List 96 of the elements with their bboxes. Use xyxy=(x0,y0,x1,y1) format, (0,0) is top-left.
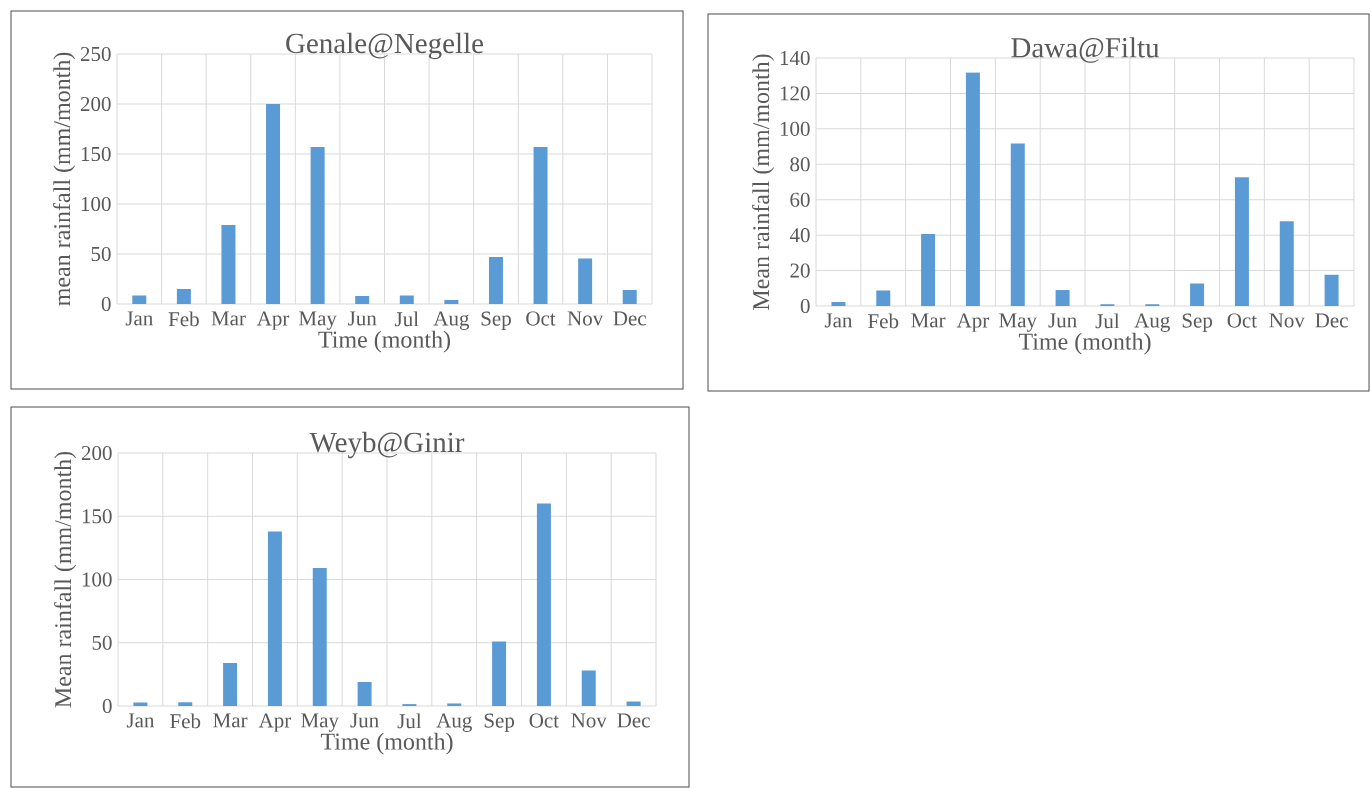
x-tick-label: Mar xyxy=(911,313,946,328)
bar xyxy=(1234,177,1249,306)
x-tick-label: Jun xyxy=(348,311,377,326)
bar xyxy=(622,290,637,304)
bar xyxy=(444,300,459,304)
bar xyxy=(1055,290,1070,306)
y-tick-label: 200 xyxy=(81,445,112,461)
x-axis-title: Time (month) xyxy=(320,732,453,755)
bar xyxy=(1324,274,1339,306)
x-tick-label: Nov xyxy=(567,311,604,326)
y-axis-title: mean rainfall (mm/month) xyxy=(53,52,76,306)
bar xyxy=(921,233,936,306)
y-tick-label: 50 xyxy=(92,635,112,650)
y-tick-label: 150 xyxy=(82,509,112,524)
y-tick-label: 0 xyxy=(101,296,111,312)
bar xyxy=(488,257,503,304)
x-tick-label: May xyxy=(301,713,339,732)
x-tick-label: Feb xyxy=(868,313,899,329)
x-tick-label: May xyxy=(999,313,1037,332)
chart-title: Genale@Negelle xyxy=(286,32,484,60)
x-tick-label: Jul xyxy=(397,713,422,729)
bar xyxy=(310,147,325,304)
x-tick-label: Feb xyxy=(168,311,199,327)
bar xyxy=(176,289,191,304)
y-tick-label: 140 xyxy=(780,50,810,66)
bar xyxy=(492,641,507,706)
bar xyxy=(626,701,641,706)
bar xyxy=(357,681,372,706)
bar xyxy=(399,295,414,304)
x-tick-label: May xyxy=(298,311,337,330)
x-tick-label: Jan xyxy=(125,311,153,326)
x-tick-label: Nov xyxy=(1269,313,1305,328)
x-tick-label: Mar xyxy=(213,713,248,728)
bar xyxy=(223,662,238,706)
y-tick-label: 80 xyxy=(790,157,810,172)
x-tick-label: Aug xyxy=(433,311,470,330)
chart-title: Dawa@Filtu xyxy=(1011,37,1160,63)
y-tick-label: 0 xyxy=(102,698,112,714)
bar xyxy=(578,258,593,304)
x-tick-label: Dec xyxy=(617,713,650,728)
y-tick-label: 0 xyxy=(800,298,810,314)
x-tick-label: Dec xyxy=(613,311,646,326)
x-tick-label: Apr xyxy=(256,311,290,330)
bar xyxy=(1010,143,1025,306)
x-tick-label: Oct xyxy=(1227,313,1257,328)
x-tick-label: Apr xyxy=(258,713,292,732)
bar xyxy=(876,290,891,306)
y-tick-label: 200 xyxy=(80,96,111,112)
bar xyxy=(1190,283,1205,306)
x-axis-title: Time (month) xyxy=(318,330,451,353)
y-tick-label: 40 xyxy=(789,228,810,243)
y-tick-label: 100 xyxy=(780,121,810,136)
x-tick-label: Mar xyxy=(211,311,246,326)
y-tick-label: 100 xyxy=(82,572,112,587)
x-tick-label: Feb xyxy=(170,713,201,729)
x-tick-label: Jan xyxy=(126,713,155,728)
y-tick-label: 250 xyxy=(80,46,111,62)
chart-title: Weyb@Ginir xyxy=(309,431,465,459)
y-tick-label: 100 xyxy=(81,196,111,212)
y-axis-title: Mean rainfall (mm/month) xyxy=(54,451,77,708)
x-tick-label: Jun xyxy=(1048,313,1077,328)
bar xyxy=(132,295,147,304)
bar xyxy=(965,72,980,306)
x-tick-label: Jul xyxy=(394,311,419,327)
y-tick-label: 150 xyxy=(81,146,111,162)
x-tick-label: Aug xyxy=(1134,313,1170,332)
bar xyxy=(267,531,282,706)
bar xyxy=(581,670,596,706)
x-tick-label: Jun xyxy=(350,713,379,728)
bar xyxy=(447,703,462,706)
x-tick-label: Jan xyxy=(824,313,853,328)
x-tick-label: Oct xyxy=(529,713,559,728)
x-tick-label: Sep xyxy=(481,311,511,330)
x-tick-label: Sep xyxy=(484,713,515,732)
x-tick-label: Nov xyxy=(571,713,607,728)
bar xyxy=(312,568,327,706)
bar xyxy=(1279,221,1294,306)
y-tick-label: 20 xyxy=(790,263,810,278)
x-tick-label: Sep xyxy=(1182,313,1213,332)
y-tick-label: 120 xyxy=(780,86,810,101)
y-tick-label: 50 xyxy=(91,246,111,262)
y-tick-label: 60 xyxy=(790,192,810,207)
x-tick-label: Jul xyxy=(1095,313,1120,329)
y-axis-title: Mean rainfall (mm/month) xyxy=(752,54,775,310)
bar xyxy=(266,104,281,304)
x-tick-label: Dec xyxy=(1315,313,1348,328)
x-tick-label: Oct xyxy=(526,311,556,326)
bar xyxy=(533,147,548,304)
bar xyxy=(178,702,193,706)
bar xyxy=(831,302,846,306)
bar xyxy=(221,225,236,304)
x-tick-label: Aug xyxy=(436,713,472,732)
x-axis-title: Time (month) xyxy=(1018,332,1151,355)
bar xyxy=(536,503,551,706)
x-tick-label: Apr xyxy=(956,313,990,332)
bar xyxy=(355,296,370,304)
